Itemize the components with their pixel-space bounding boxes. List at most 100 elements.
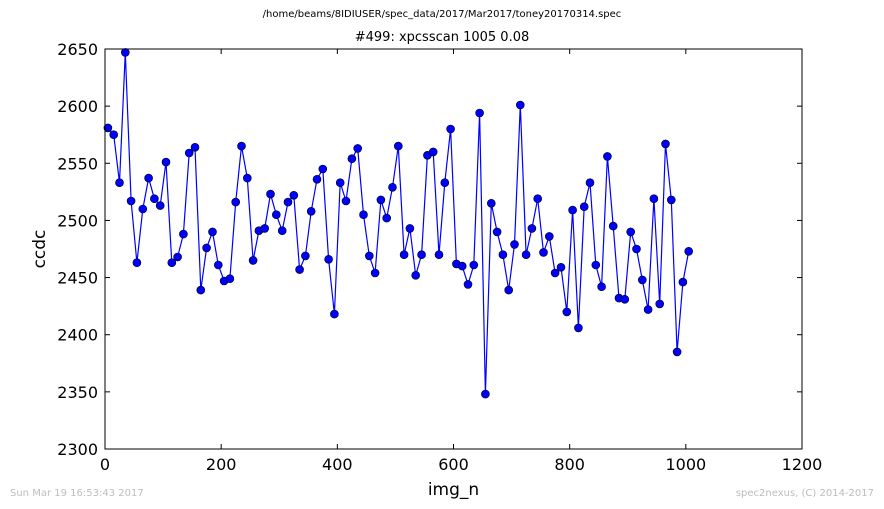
data-point (574, 323, 583, 333)
data-point (283, 197, 293, 207)
data-point (632, 244, 641, 254)
data-point (597, 282, 606, 292)
data-point (173, 252, 182, 262)
data-point (527, 224, 537, 233)
y-tick-label: 2350 (57, 383, 98, 402)
series-ccdc (103, 48, 694, 399)
data-point (568, 205, 577, 215)
series-line (107, 52, 690, 395)
data-point (370, 268, 380, 278)
data-point (289, 191, 299, 200)
data-point (608, 221, 618, 231)
data-point (312, 175, 322, 184)
data-point (202, 243, 211, 253)
data-point (666, 195, 676, 205)
data-point (126, 196, 136, 206)
data-point (243, 173, 252, 183)
data-point (231, 197, 240, 207)
data-point (643, 305, 653, 314)
data-point (248, 256, 258, 265)
data-point (115, 178, 124, 187)
scan-title: #499: xpcsscan 1005 0.08 (354, 30, 530, 45)
data-point (434, 250, 444, 259)
data-point (544, 232, 554, 241)
data-point (271, 210, 281, 219)
data-point (277, 226, 287, 235)
data-point (463, 280, 473, 289)
data-point (510, 240, 519, 249)
data-point (306, 207, 316, 216)
data-point (393, 141, 403, 151)
data-point (347, 154, 357, 163)
data-point (138, 204, 148, 214)
data-point (341, 196, 351, 206)
data-point (359, 210, 368, 219)
data-point (649, 194, 659, 203)
data-point (591, 260, 601, 270)
x-tick-label: 400 (322, 455, 353, 474)
data-point (364, 251, 374, 261)
data-point (103, 123, 113, 133)
data-point (440, 178, 450, 187)
data-point (498, 250, 508, 259)
x-tick-label: 1200 (782, 455, 823, 474)
data-point (376, 195, 386, 205)
data-point (353, 144, 363, 153)
data-point (318, 164, 328, 174)
data-point (556, 262, 566, 272)
data-point (678, 277, 688, 287)
data-point (214, 260, 223, 270)
data-point (585, 178, 595, 187)
data-point (405, 224, 415, 233)
data-point (109, 130, 118, 139)
data-point (237, 141, 246, 151)
data-point (603, 152, 612, 161)
data-point (521, 250, 531, 259)
data-point (260, 224, 270, 233)
data-point (144, 173, 153, 183)
y-tick-label: 2600 (57, 97, 98, 116)
x-tick-label: 200 (206, 455, 237, 474)
data-point (399, 250, 409, 259)
x-tick-label: 600 (438, 455, 469, 474)
data-point (121, 48, 130, 57)
data-point (428, 147, 438, 157)
data-point (579, 202, 589, 211)
x-tick-label: 0 (100, 455, 110, 474)
data-point (155, 201, 165, 210)
data-point (515, 100, 525, 110)
data-point (150, 194, 159, 203)
data-point (533, 194, 543, 203)
data-point (550, 268, 560, 278)
y-tick-label: 2450 (57, 269, 98, 288)
data-point (446, 124, 455, 134)
data-point (637, 275, 647, 285)
x-tick-label: 800 (554, 455, 585, 474)
data-point (324, 254, 333, 264)
data-point (562, 307, 572, 317)
y-tick-label: 2550 (57, 154, 98, 173)
y-tick-label: 2400 (57, 326, 98, 345)
data-point (190, 143, 200, 152)
data-point (179, 229, 188, 239)
file-path-title: /home/beams/8IDIUSER/spec_data/2017/Mar2… (262, 9, 622, 20)
data-point (486, 199, 496, 208)
data-point (684, 247, 694, 256)
data-point (335, 178, 345, 187)
x-axis-label: img_n (428, 480, 479, 500)
data-point (388, 183, 397, 192)
data-point (301, 251, 310, 261)
data-point (539, 248, 548, 257)
data-point (417, 250, 426, 259)
data-point (161, 157, 171, 167)
data-point (411, 270, 421, 280)
axis-ticks: 0 200 400 600 800 1000 1200 2300 2350 2400 2450 250… (57, 40, 822, 474)
data-point (457, 261, 467, 271)
data-point (132, 258, 142, 268)
data-point (382, 213, 392, 223)
data-point (620, 294, 630, 304)
data-point (469, 260, 479, 270)
data-point (266, 189, 275, 199)
data-point (330, 309, 339, 319)
